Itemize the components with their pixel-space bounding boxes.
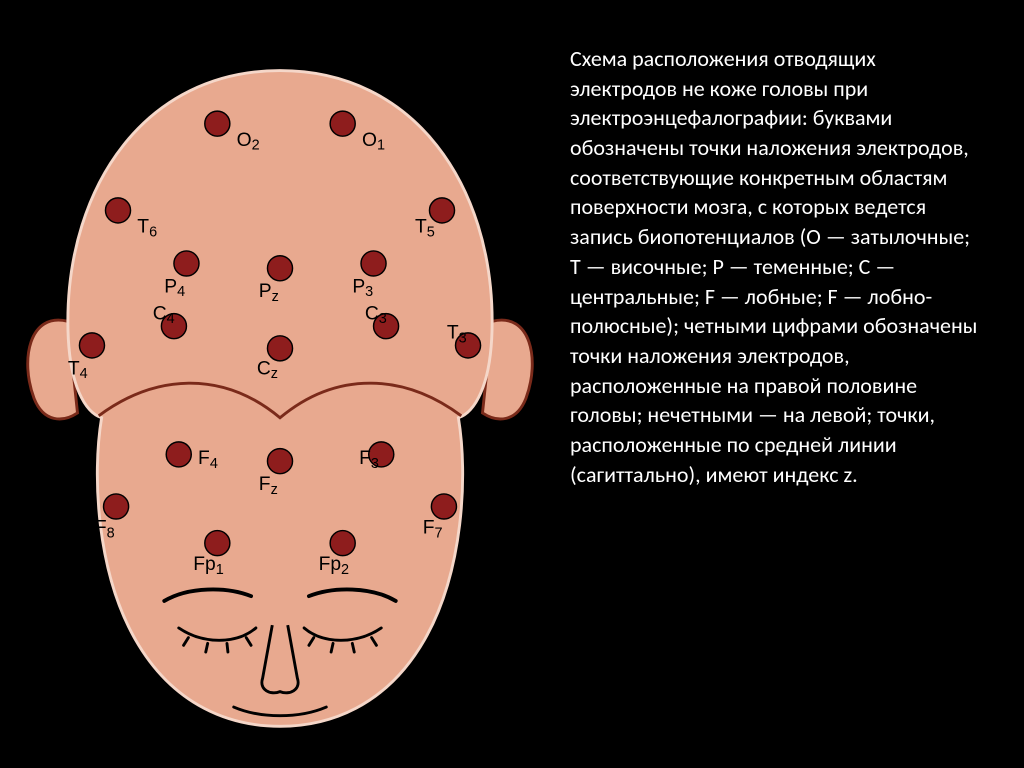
slide-root: O2O1T6T5P4PzP3T4C4CzC3T3F4FzF3F8F7Fp1Fp2…: [0, 0, 1024, 768]
electrode-cz: [267, 336, 292, 361]
electrode-fp2: [330, 531, 355, 556]
electrode-f4: [166, 442, 191, 467]
electrode-f7: [431, 494, 456, 519]
eeg-head-diagram: O2O1T6T5P4PzP3T4C4CzC3T3F4FzF3F8F7Fp1Fp2: [10, 24, 550, 744]
electrode-fz: [267, 449, 292, 474]
electrode-pz: [267, 256, 292, 281]
electrode-t4: [79, 333, 104, 358]
text-panel: Схема расположения отводящих электродов …: [560, 0, 1024, 768]
electrode-t6: [105, 198, 130, 223]
electrode-p4: [174, 251, 199, 276]
head-outline: [68, 71, 492, 727]
description-text: Схема расположения отводящих электродов …: [570, 44, 984, 489]
electrode-o2: [205, 111, 230, 136]
electrode-p3: [361, 251, 386, 276]
electrode-t5: [429, 198, 454, 223]
diagram-panel: O2O1T6T5P4PzP3T4C4CzC3T3F4FzF3F8F7Fp1Fp2: [0, 0, 560, 768]
electrode-fp1: [205, 531, 230, 556]
electrode-f8: [104, 494, 129, 519]
electrode-o1: [330, 111, 355, 136]
